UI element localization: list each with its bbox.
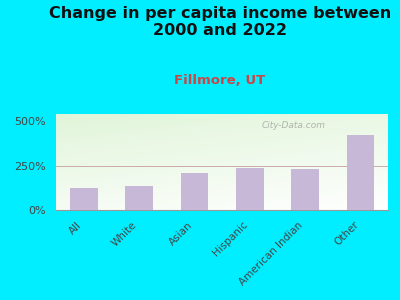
Bar bbox=[346, 135, 374, 210]
Text: Change in per capita income between
2000 and 2022: Change in per capita income between 2000… bbox=[49, 6, 391, 38]
Bar bbox=[291, 169, 319, 210]
Bar bbox=[125, 186, 153, 210]
Bar bbox=[180, 173, 208, 210]
Bar bbox=[236, 168, 264, 210]
Bar bbox=[70, 188, 98, 210]
Text: City-Data.com: City-Data.com bbox=[262, 121, 326, 130]
Text: Fillmore, UT: Fillmore, UT bbox=[174, 74, 266, 86]
